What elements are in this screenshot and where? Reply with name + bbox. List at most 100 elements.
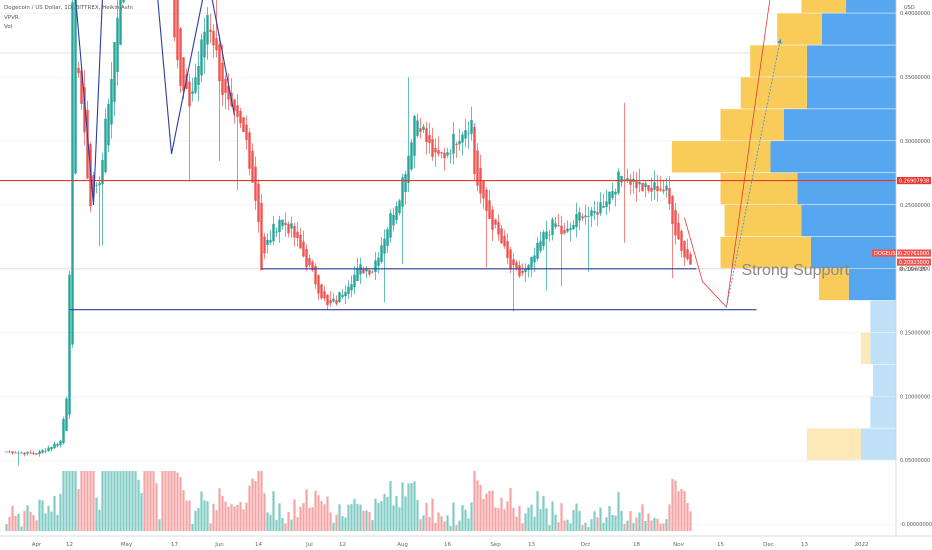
candle-down [305, 244, 308, 272]
volume-bar [512, 507, 515, 531]
candle-down [500, 225, 503, 244]
candle-body [605, 201, 608, 207]
candle-body [203, 31, 206, 58]
candle-up [395, 201, 398, 224]
volume-bar [107, 471, 110, 531]
volume-bar [515, 516, 518, 531]
volume-bar [182, 490, 185, 531]
candle-body [206, 14, 209, 45]
candle-down [623, 102, 626, 243]
candle-body [488, 200, 491, 219]
candle-up [407, 77, 410, 193]
candle-body [533, 255, 536, 263]
candle-up [401, 173, 404, 264]
candle-body [581, 216, 584, 219]
volume-bar [446, 515, 449, 531]
volume-bar [572, 509, 575, 531]
time-tick-label: 13 [528, 542, 535, 548]
volume-bar [461, 505, 464, 531]
volume-bar [623, 523, 626, 531]
indicator-vpvr-label[interactable]: VPVR [4, 15, 19, 21]
candle-up [341, 289, 344, 299]
candle-down [419, 118, 422, 139]
candle-body [389, 213, 392, 238]
candle-body [536, 242, 539, 259]
candle-body [296, 231, 299, 239]
candle-down [647, 184, 650, 193]
candle-body [47, 447, 50, 452]
volume-bar [194, 510, 197, 531]
candle-up [536, 237, 539, 262]
candle-body [266, 239, 269, 246]
drawing-layer[interactable] [0, 0, 896, 311]
candle-down [440, 151, 443, 159]
candle-up [575, 202, 578, 238]
candle-up [200, 33, 203, 83]
candle-up [110, 61, 113, 139]
candle-body [422, 126, 425, 131]
candle-body [419, 128, 422, 132]
candle-body [587, 216, 590, 217]
volume-bar [179, 477, 182, 531]
volume-bar [20, 526, 23, 531]
volume-bar [197, 508, 200, 531]
candle-body [263, 236, 266, 254]
candle-body [641, 183, 644, 192]
volume-bar [491, 490, 494, 531]
volume-bar [587, 527, 590, 531]
volume-bar [224, 501, 227, 531]
candle-up [338, 291, 341, 304]
volume-bar [656, 518, 659, 531]
candle-up [458, 128, 461, 151]
candle-up [38, 449, 41, 457]
time-tick-label: Sep [490, 542, 501, 548]
candle-body [410, 142, 413, 170]
candle-up [95, 182, 98, 194]
candle-down [497, 214, 500, 241]
price-axis-background [896, 0, 932, 550]
candle-up [593, 200, 596, 221]
volume-bar [608, 505, 611, 531]
volume-bar [566, 519, 569, 531]
volume-bar [503, 509, 506, 531]
volume-bar [236, 504, 239, 531]
vpvr-down-bar [671, 141, 771, 173]
price-tick-label: 0.25000000 [900, 203, 930, 209]
candle-up [569, 222, 572, 242]
candle-down [254, 156, 257, 210]
candle-body [44, 450, 47, 452]
candle-down [503, 230, 506, 249]
candle-up [71, 0, 74, 348]
candle-up [578, 207, 581, 231]
volume-bar [269, 514, 272, 531]
volume-bar [374, 498, 377, 531]
volume-bar [377, 503, 380, 531]
volume-bar [365, 510, 368, 531]
candle-body [350, 284, 353, 291]
volume-bar [257, 471, 260, 531]
candle-down [236, 94, 239, 191]
volume-bar [311, 507, 314, 531]
volume-bar [83, 471, 86, 531]
volume-bar [308, 507, 311, 531]
price-tick-label: -0.00000000 [900, 522, 932, 528]
candles-layer[interactable] [5, 0, 692, 466]
price-tick-label: 0.40000000 [900, 11, 930, 17]
candle-up [416, 113, 419, 138]
candle-body [221, 62, 224, 96]
candle-body [617, 171, 620, 194]
volume-bar [254, 481, 257, 531]
indicator-volume-label[interactable]: Vol [4, 24, 13, 30]
candle-body [437, 150, 440, 155]
volume-bar [212, 503, 215, 531]
volume-bar [188, 500, 191, 531]
candle-body [650, 187, 653, 192]
candle-down [176, 0, 179, 69]
candle-body [71, 2, 74, 345]
candle-down [680, 229, 683, 258]
candle-body [77, 67, 80, 74]
volume-bar [128, 471, 131, 531]
candle-down [473, 122, 476, 181]
volume-bar [260, 471, 263, 531]
